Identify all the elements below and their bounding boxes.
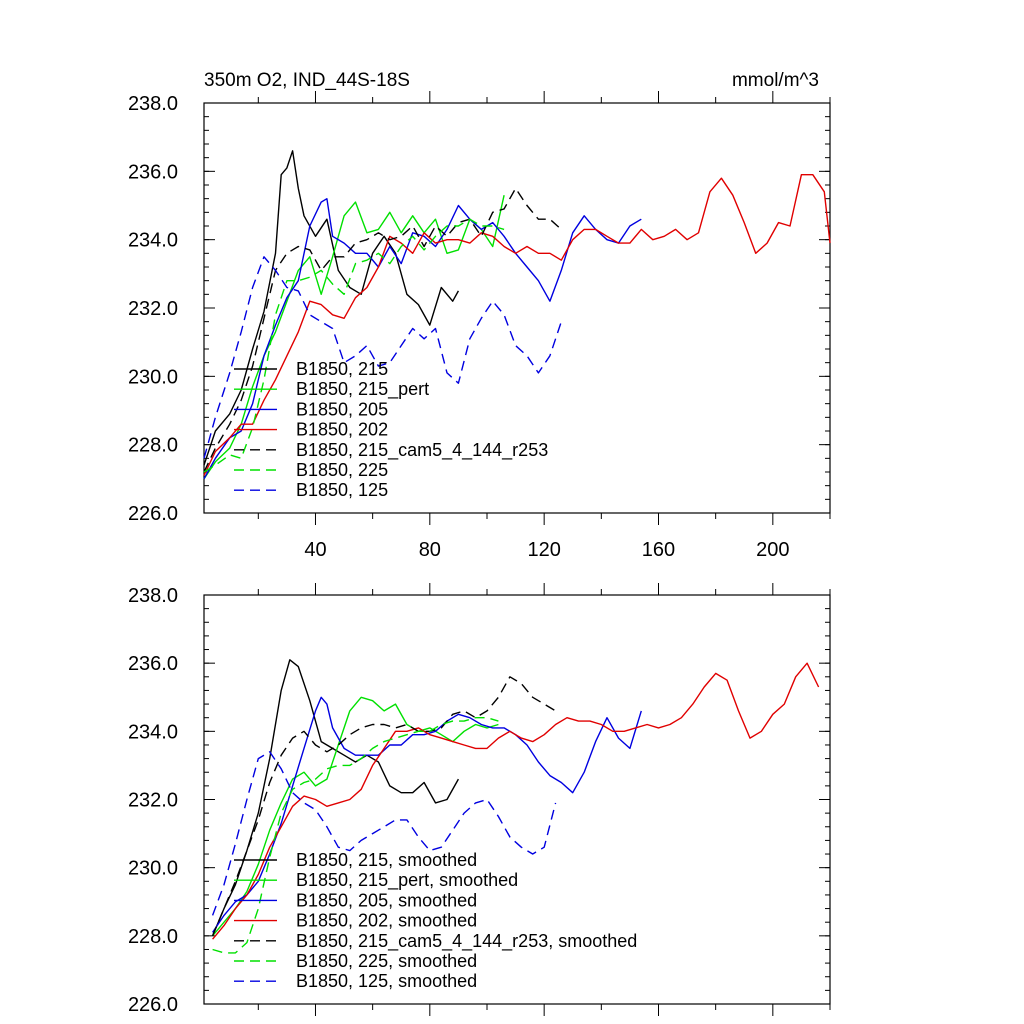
y-tick-label: 226.0 (128, 503, 178, 525)
legend-label-5: B1850, 225, smoothed (296, 951, 477, 971)
series-line-0 (203, 150, 460, 466)
x-tick-label: 160 (642, 539, 675, 561)
y-tick-label: 228.0 (128, 435, 178, 457)
top-panel-units: mmol/m^3 (732, 70, 819, 91)
y-tick-label: 232.0 (128, 790, 178, 812)
y-tick-label: 230.0 (128, 366, 178, 388)
top-panel: 350m O2, IND_44S-18S mmol/m^3 226.0 228.0… (128, 70, 831, 561)
series-line-5 (203, 218, 505, 473)
y-tick-label: 238.0 (128, 585, 178, 607)
series-line-6 (203, 256, 562, 459)
series-line-4 (211, 676, 556, 937)
legend-label-0: B1850, 215, smoothed (296, 850, 477, 870)
legend-label-3: B1850, 202, smoothed (296, 911, 477, 931)
legend-label-6: B1850, 125 (296, 480, 388, 500)
x-tick-label: 80 (419, 539, 441, 561)
x-tick-label: 200 (756, 539, 789, 561)
legend-label-4: B1850, 215_cam5_4_144_r253, smoothed (296, 931, 637, 952)
legend-label-1: B1850, 215_pert (296, 379, 429, 400)
y-tick-label: 236.0 (128, 653, 178, 675)
series-line-1 (203, 195, 505, 480)
y-tick-label: 238.0 (128, 93, 178, 115)
series-line-2 (212, 696, 642, 933)
y-tick-label: 236.0 (128, 161, 178, 183)
legend-label-1: B1850, 215_pert, smoothed (296, 870, 518, 891)
legend-label-3: B1850, 202 (296, 420, 388, 440)
legend-label-5: B1850, 225 (296, 460, 388, 480)
y-tick-label: 234.0 (128, 721, 178, 743)
top-panel-title: 350m O2, IND_44S-18S (204, 70, 410, 91)
y-tick-label: 228.0 (128, 926, 178, 948)
legend-label-4: B1850, 215_cam5_4_144_r253 (296, 440, 548, 461)
y-tick-label: 232.0 (128, 298, 178, 320)
y-tick-label: 234.0 (128, 230, 178, 252)
series-line-6 (211, 751, 557, 916)
series-line-4 (203, 187, 562, 473)
x-tick-label: 40 (304, 539, 326, 561)
bottom-panel: 226.0 228.0 230.0 232.0 234.0 236.0 238.0 B1850… (128, 583, 831, 1016)
series-line-3 (212, 662, 820, 940)
y-tick-label: 226.0 (128, 994, 178, 1016)
legend-label-2: B1850, 205 (296, 399, 388, 419)
y-tick-label: 230.0 (128, 858, 178, 880)
legend-label-0: B1850, 215 (296, 359, 388, 379)
x-tick-label: 120 (527, 539, 560, 561)
legend-label-2: B1850, 205, smoothed (296, 890, 477, 910)
series-line-2 (203, 198, 642, 480)
series-line-3 (203, 174, 831, 476)
legend-label-6: B1850, 125, smoothed (296, 971, 477, 991)
